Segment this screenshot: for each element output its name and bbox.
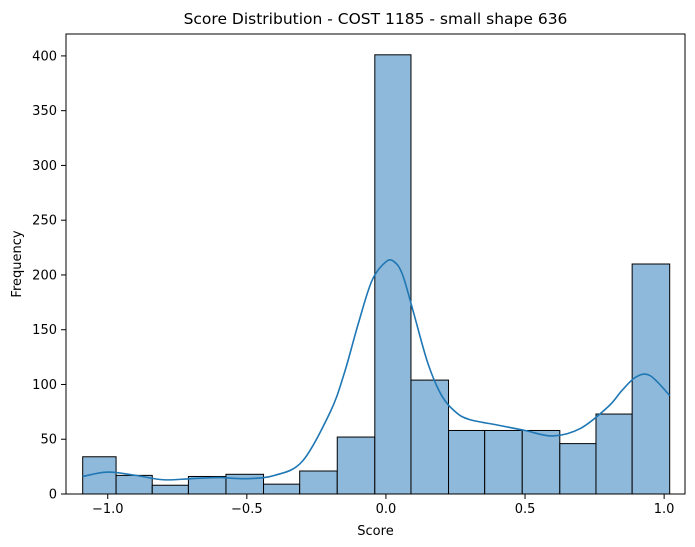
histogram-bar-14: [595, 413, 633, 495]
histogram-bar-5: [263, 483, 301, 495]
y-tick-label: 300: [32, 159, 57, 174]
x-tick-label: 0.5: [515, 502, 536, 517]
histogram-bar-8: [374, 54, 412, 495]
kde-curve: [82, 259, 671, 481]
x-tick-label: 0.0: [376, 502, 397, 517]
histogram-bar-15: [631, 263, 671, 495]
histogram-bar-4: [225, 473, 265, 495]
histogram-bar-11: [484, 429, 523, 495]
histogram-bar-10: [448, 429, 486, 495]
y-tick-label: 200: [32, 268, 57, 283]
y-tick-label: 0: [49, 488, 57, 503]
y-tick-label: 150: [32, 323, 57, 338]
x-tick-label: 1.0: [654, 502, 675, 517]
plot-frame: [65, 33, 686, 495]
y-tick-label: 400: [32, 49, 57, 64]
y-tick-label: 350: [32, 104, 57, 119]
x-tick-label: −0.5: [231, 502, 263, 517]
y-tick-label: 100: [32, 378, 57, 393]
histogram-bar-13: [559, 443, 597, 495]
histogram-bar-2: [151, 484, 189, 495]
chart-title: Score Distribution - COST 1185 - small s…: [184, 10, 568, 28]
histogram-bar-6: [299, 470, 338, 495]
histogram-bar-1: [115, 474, 153, 495]
histogram-bars: [82, 54, 671, 495]
y-tick-label: 250: [32, 214, 57, 229]
y-axis-ticks: 0 50 100 150 200 250 300 350 400: [32, 49, 66, 503]
histogram-bar-12: [521, 429, 561, 495]
y-axis-label: Frequency: [10, 230, 25, 297]
x-axis-ticks: −1.0 −0.5 0.0 0.5 1.0: [92, 494, 675, 517]
y-tick-label: 50: [40, 433, 57, 448]
histogram-bar-7: [336, 436, 376, 495]
x-tick-label: −1.0: [92, 502, 124, 517]
x-axis-label: Score: [357, 524, 393, 539]
